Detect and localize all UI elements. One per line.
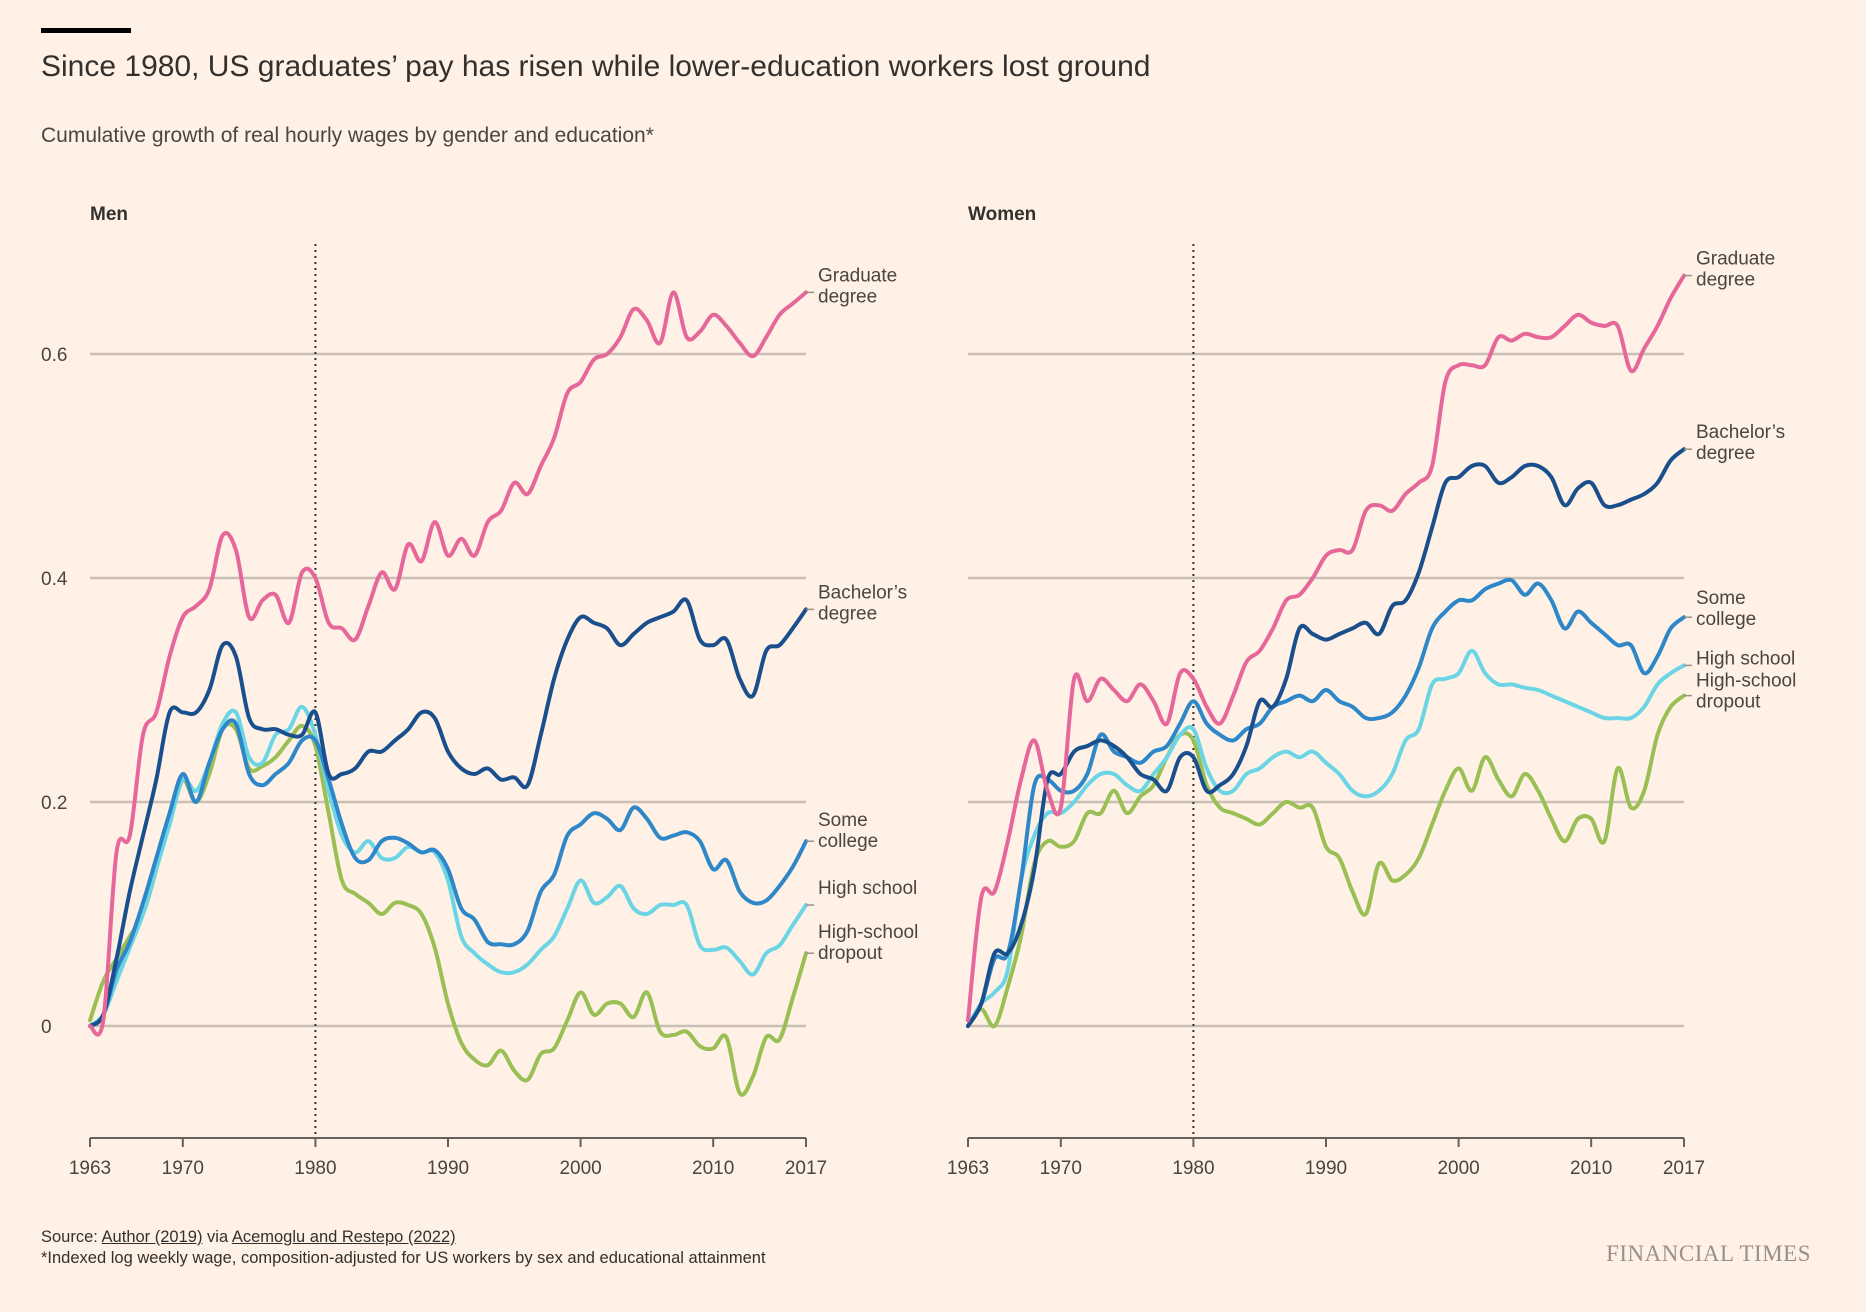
x-tick-label: 1980 (294, 1158, 336, 1179)
series-label-high-school: High school (1696, 648, 1795, 669)
series-label-graduate-degree: degree (1696, 270, 1755, 291)
footer: Source: Author (2019) via Acemoglu and R… (41, 1227, 766, 1269)
panel-women: Women 1963 1970 1980 1990 2000 2010 2017 Graduat… (947, 204, 1796, 1179)
x-tick-label: 2010 (692, 1158, 734, 1179)
ft-logo: FINANCIAL TIMES (1606, 1241, 1811, 1266)
series-label-graduate-degree: degree (818, 286, 877, 307)
panel-title: Men (90, 204, 128, 225)
source-link-acemoglu[interactable]: Acemoglu and Restepo (2022) (231, 1228, 456, 1246)
chart-title: Since 1980, US graduates’ pay has risen … (41, 50, 1151, 83)
source-line: Source: Author (2019) via Acemoglu and R… (41, 1227, 766, 1248)
series-label-bachelor-s-degree: degree (1696, 443, 1755, 464)
series-label-bachelor-s-degree: Bachelor’s (818, 582, 907, 603)
footnote: *Indexed log weekly wage, composition-ad… (41, 1249, 766, 1267)
series-label-bachelor-s-degree: Bachelor’s (1696, 422, 1785, 443)
series-line-graduate-degree (966, 273, 1686, 1023)
chart-subtitle: Cumulative growth of real hourly wages b… (41, 124, 654, 147)
x-tick-label: 1963 (947, 1158, 989, 1179)
source-link-author[interactable]: Author (2019) (101, 1228, 203, 1246)
y-tick-label: 0.4 (41, 569, 68, 590)
series-label-some-college: Some (818, 810, 868, 831)
source-mid: via (202, 1228, 232, 1246)
series-label-bachelor-s-degree: degree (818, 603, 877, 624)
series-label-high-school-dropout: dropout (1696, 692, 1761, 713)
x-tick-label: 2010 (1570, 1158, 1612, 1179)
series-line-bachelor-s-degree (966, 447, 1686, 1028)
y-tick-label: 0 (41, 1017, 52, 1038)
x-tick-label: 2017 (785, 1158, 827, 1179)
x-tick-label: 1963 (69, 1158, 111, 1179)
x-tick-label: 1980 (1172, 1158, 1214, 1179)
source-prefix: Source: (41, 1228, 102, 1246)
x-tick-label: 1990 (427, 1158, 469, 1179)
y-tick-label: 0.6 (41, 345, 67, 366)
panel-men: Men 0 0.2 0.4 0.6 1963 1970 1980 1990 2000 2010 201… (41, 204, 918, 1179)
x-tick-label: 1990 (1305, 1158, 1347, 1179)
series-label-graduate-degree: Graduate (818, 265, 897, 286)
series-label-high-school: High school (818, 878, 917, 899)
series-label-high-school-dropout: High-school (1696, 671, 1796, 692)
series-line-high-school-dropout (966, 693, 1686, 1029)
series-line-some-college (88, 718, 808, 1028)
series-line-high-school-dropout (88, 721, 808, 1097)
x-tick-label: 1970 (162, 1158, 204, 1179)
series-label-some-college: college (818, 831, 878, 852)
series-label-high-school-dropout: dropout (818, 943, 883, 964)
series-line-bachelor-s-degree (88, 597, 808, 1028)
series-line-high-school (966, 648, 1686, 1028)
series-label-high-school-dropout: High-school (818, 922, 918, 943)
y-tick-label: 0.2 (41, 793, 67, 814)
x-tick-label: 2000 (1437, 1158, 1479, 1179)
x-tick-label: 1970 (1040, 1158, 1082, 1179)
top-accent-bar (41, 28, 131, 33)
series-label-some-college: college (1696, 609, 1756, 630)
series-line-graduate-degree (88, 290, 808, 1037)
x-tick-label: 2017 (1663, 1158, 1705, 1179)
x-tick-label: 2000 (559, 1158, 601, 1179)
series-line-some-college (966, 577, 1686, 1028)
panel-title: Women (968, 204, 1036, 225)
series-label-graduate-degree: Graduate (1696, 249, 1775, 270)
series-label-some-college: Some (1696, 588, 1746, 609)
